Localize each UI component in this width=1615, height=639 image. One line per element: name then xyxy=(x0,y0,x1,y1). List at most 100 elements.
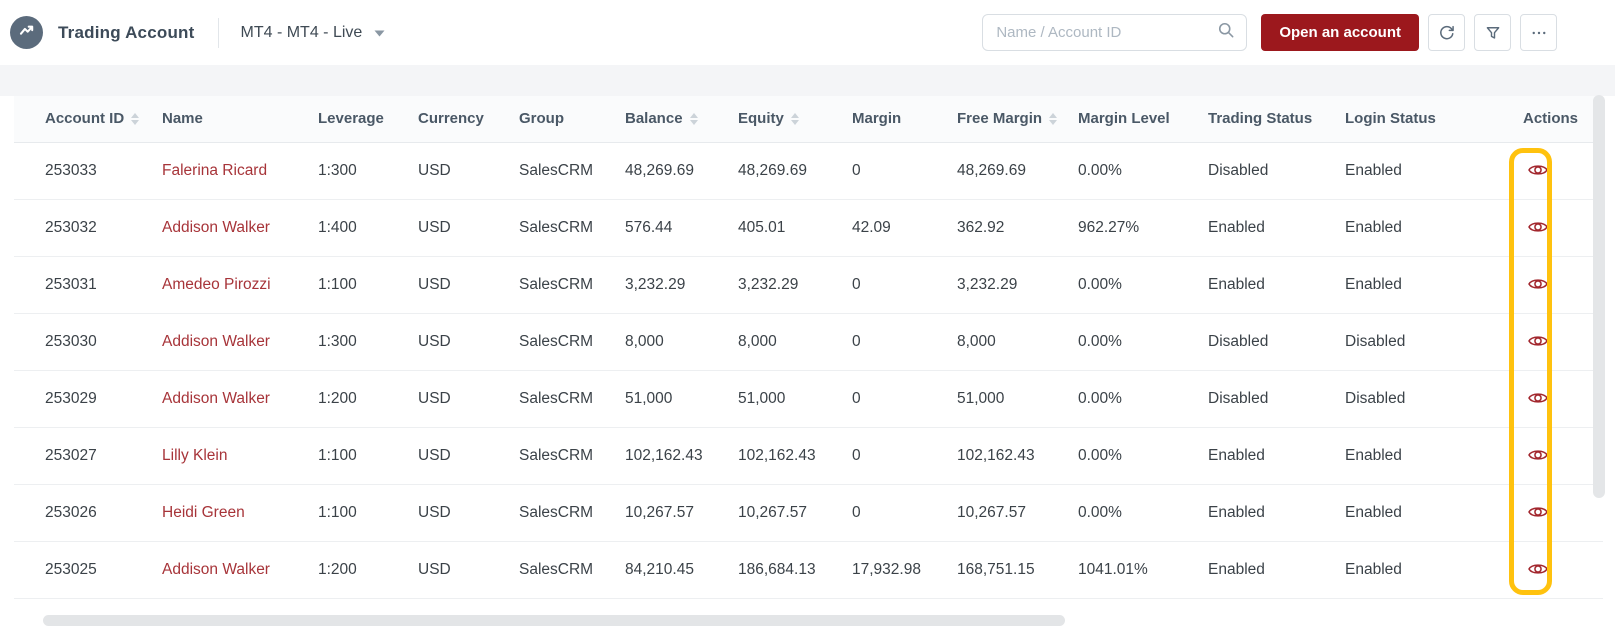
open-account-button[interactable]: Open an account xyxy=(1261,14,1419,51)
cell-currency: USD xyxy=(418,142,519,200)
cell-balance: 48,269.69 xyxy=(625,142,738,200)
view-account-button[interactable] xyxy=(1523,214,1553,240)
view-account-button[interactable] xyxy=(1523,442,1553,468)
cell-login-status: Enabled xyxy=(1345,427,1513,485)
refresh-icon xyxy=(1437,23,1456,42)
eye-icon xyxy=(1527,450,1549,467)
account-name-link[interactable]: Addison Walker xyxy=(162,389,270,407)
divider xyxy=(217,17,219,48)
cell-name: Heidi Green xyxy=(162,484,318,542)
cell-actions xyxy=(1513,313,1603,371)
column-header-login_status: Login Status xyxy=(1345,96,1513,143)
cell-free-margin: 48,269.69 xyxy=(957,142,1078,200)
accounts-table-area: Account ID Name Leverage Currency Group Balan… xyxy=(0,96,1615,626)
cell-margin: 0 xyxy=(852,427,957,485)
cell-name: Lilly Klein xyxy=(162,427,318,485)
account-name-link[interactable]: Lilly Klein xyxy=(162,446,228,464)
cell-currency: USD xyxy=(418,484,519,542)
filter-icon xyxy=(1484,24,1502,42)
filter-button[interactable] xyxy=(1474,14,1511,51)
column-header-account_id[interactable]: Account ID xyxy=(14,96,162,143)
search-icon[interactable] xyxy=(1216,20,1236,45)
app-logo xyxy=(10,16,43,49)
view-account-button[interactable] xyxy=(1523,157,1553,183)
cell-actions xyxy=(1513,199,1603,257)
sort-carets-icon[interactable] xyxy=(131,112,140,125)
vertical-scrollbar[interactable] xyxy=(1593,95,1605,498)
view-account-button[interactable] xyxy=(1523,385,1553,411)
search-box[interactable] xyxy=(982,14,1248,51)
cell-trading-status: Enabled xyxy=(1208,256,1345,314)
cell-group: SalesCRM xyxy=(519,370,625,428)
horizontal-scrollbar[interactable] xyxy=(43,615,1065,626)
column-label: Account ID xyxy=(45,110,125,128)
table-body: 253033 Falerina Ricard 1:300 USD SalesCR… xyxy=(14,142,1603,599)
cell-equity: 102,162.43 xyxy=(738,427,852,485)
table-row: 253025 Addison Walker 1:200 USD SalesCRM… xyxy=(14,541,1603,599)
account-name-link[interactable]: Amedeo Pirozzi xyxy=(162,275,271,293)
cell-equity: 51,000 xyxy=(738,370,852,428)
account-name-link[interactable]: Addison Walker xyxy=(162,332,270,350)
cell-equity: 8,000 xyxy=(738,313,852,371)
column-label: Leverage xyxy=(318,110,384,128)
view-account-button[interactable] xyxy=(1523,499,1553,525)
more-actions-button[interactable] xyxy=(1520,14,1557,51)
view-account-button[interactable] xyxy=(1523,271,1553,297)
cell-margin-level: 0.00% xyxy=(1078,256,1208,314)
column-label: Margin xyxy=(852,110,902,128)
cell-margin-level: 0.00% xyxy=(1078,484,1208,542)
cell-name: Addison Walker xyxy=(162,370,318,428)
trend-chart-icon xyxy=(17,21,36,45)
column-header-trading_status: Trading Status xyxy=(1208,96,1345,143)
cell-margin-level: 1041.01% xyxy=(1078,541,1208,599)
table-row: 253026 Heidi Green 1:100 USD SalesCRM 10… xyxy=(14,484,1603,542)
account-name-link[interactable]: Addison Walker xyxy=(162,218,270,236)
cell-margin-level: 962.27% xyxy=(1078,199,1208,257)
cell-login-status: Disabled xyxy=(1345,370,1513,428)
cell-name: Addison Walker xyxy=(162,541,318,599)
column-label: Group xyxy=(519,110,564,128)
cell-currency: USD xyxy=(418,370,519,428)
column-header-currency: Currency xyxy=(418,96,519,143)
cell-trading-status: Enabled xyxy=(1208,484,1345,542)
search-input[interactable] xyxy=(996,24,1217,41)
column-header-margin: Margin xyxy=(852,96,957,143)
account-name-link[interactable]: Heidi Green xyxy=(162,503,245,521)
column-label: Trading Status xyxy=(1208,110,1313,128)
cell-login-status: Enabled xyxy=(1345,142,1513,200)
sort-carets-icon[interactable] xyxy=(1049,112,1058,125)
table-header-row: Account ID Name Leverage Currency Group Balan… xyxy=(14,96,1603,143)
column-header-balance[interactable]: Balance xyxy=(625,96,738,143)
refresh-button[interactable] xyxy=(1428,14,1465,51)
cell-trading-status: Enabled xyxy=(1208,427,1345,485)
cell-trading-status: Disabled xyxy=(1208,142,1345,200)
cell-actions xyxy=(1513,370,1603,428)
column-header-leverage: Leverage xyxy=(318,96,418,143)
cell-leverage: 1:100 xyxy=(318,484,418,542)
column-label: Balance xyxy=(625,110,683,128)
cell-margin: 0 xyxy=(852,484,957,542)
eye-icon xyxy=(1527,336,1549,353)
view-account-button[interactable] xyxy=(1523,328,1553,354)
accounts-table: Account ID Name Leverage Currency Group Balan… xyxy=(14,96,1603,599)
cell-currency: USD xyxy=(418,427,519,485)
column-header-free_margin[interactable]: Free Margin xyxy=(957,96,1078,143)
cell-name: Falerina Ricard xyxy=(162,142,318,200)
column-label: Actions xyxy=(1523,110,1579,128)
cell-equity: 405.01 xyxy=(738,199,852,257)
column-label: Equity xyxy=(738,110,784,128)
account-name-link[interactable]: Falerina Ricard xyxy=(162,161,268,179)
cell-account-id: 253027 xyxy=(14,427,162,485)
table-row: 253030 Addison Walker 1:300 USD SalesCRM… xyxy=(14,313,1603,371)
account-name-link[interactable]: Addison Walker xyxy=(162,560,270,578)
cell-leverage: 1:100 xyxy=(318,427,418,485)
column-label: Currency xyxy=(418,110,484,128)
sort-carets-icon[interactable] xyxy=(790,112,799,125)
cell-account-id: 253030 xyxy=(14,313,162,371)
cell-actions xyxy=(1513,427,1603,485)
view-account-button[interactable] xyxy=(1523,556,1553,582)
sort-carets-icon[interactable] xyxy=(689,112,698,125)
server-selector[interactable]: MT4 - MT4 - Live xyxy=(241,24,386,42)
column-header-equity[interactable]: Equity xyxy=(738,96,852,143)
cell-group: SalesCRM xyxy=(519,541,625,599)
